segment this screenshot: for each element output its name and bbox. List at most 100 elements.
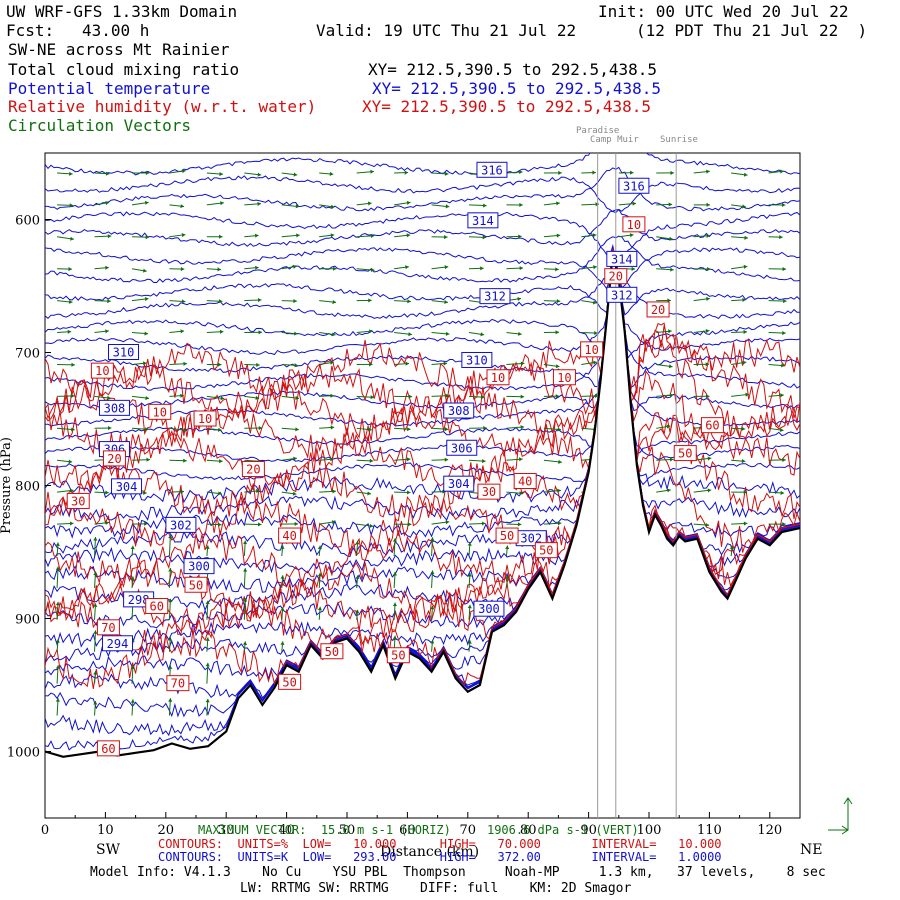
vector-arrowhead (742, 204, 746, 209)
rh-label: 70 (101, 621, 115, 635)
vector-arrowhead (480, 266, 484, 271)
vector-arrowhead (145, 235, 150, 240)
vector-arrowhead (483, 426, 487, 431)
vector-arrowhead (520, 394, 525, 399)
vector-arrowhead (368, 298, 372, 303)
theta-label-box (476, 161, 508, 178)
vector-arrowhead (370, 233, 375, 238)
vector-arrowhead (69, 171, 73, 176)
theta-contour-line (45, 211, 800, 261)
vector-arrowhead (557, 488, 561, 493)
vector-arrowhead (105, 171, 110, 176)
vector-arrowhead (105, 329, 109, 334)
theta-contour-info: CONTOURS: UNITS=K LOW= 293.00 HIGH= 372.… (158, 850, 722, 864)
vector-arrowhead (430, 570, 435, 574)
theta-label: 300 (188, 560, 210, 574)
vector-arrowhead (55, 698, 60, 702)
x-axis-label: Distance (km) (380, 844, 480, 860)
vector-arrowhead (105, 201, 110, 206)
valid-time: Valid: 19 UTC Thu 21 Jul 22 (316, 21, 577, 40)
vector-arrowhead (146, 457, 150, 462)
vector-arrowhead (331, 520, 336, 525)
rh-label: 30 (71, 494, 85, 508)
rh-label: 10 (95, 364, 109, 378)
theta-label-box (473, 600, 505, 617)
theta-label-box (618, 177, 650, 194)
theta-label-box (446, 439, 478, 456)
x-tick-label: 60 (399, 823, 416, 838)
vector-arrowhead (69, 521, 74, 526)
x-tick-label: 0 (41, 823, 49, 838)
vector-arrowhead (219, 329, 224, 334)
vector-arrowhead (183, 458, 187, 463)
theta-label-box (606, 286, 638, 303)
theta-contour-line (45, 270, 800, 737)
vector-arrowhead (145, 427, 149, 432)
vector-arrowhead (69, 488, 74, 493)
vector-arrowhead (555, 330, 560, 335)
vector-arrowhead (294, 363, 299, 368)
rh-label-box (184, 576, 208, 593)
vector-arrowhead (520, 361, 525, 366)
y-tick-label: 700 (15, 347, 40, 362)
rh-label-box (604, 268, 628, 285)
vector-arrowhead (518, 331, 522, 336)
vector-arrowhead (243, 598, 248, 602)
vector-arrowhead (219, 234, 223, 239)
vector-arrowhead (217, 267, 221, 272)
vector-arrowhead (445, 520, 450, 525)
vector-arrowhead (520, 425, 525, 430)
y-tick-label: 900 (15, 613, 40, 628)
vector-arrowhead (130, 576, 135, 580)
vector-arrowhead (296, 233, 300, 238)
rh-contour-info: CONTOURS: UNITS=% LOW= 10.000 HIGH= 70.0… (158, 837, 722, 851)
vector-arrowhead (443, 361, 448, 366)
vector-arrowhead (406, 200, 411, 205)
vector-arrow (168, 534, 171, 557)
rh-label-box (320, 643, 344, 660)
vector-arrowhead (295, 427, 299, 432)
vector-arrowhead (743, 521, 748, 526)
field-vectors-label: Circulation Vectors (8, 116, 192, 135)
vector-arrowhead (480, 395, 485, 400)
theta-label-box (479, 288, 511, 305)
vector-arrowhead (430, 537, 435, 541)
vector-arrowhead (93, 603, 98, 607)
vector-arrowhead (205, 698, 210, 703)
vector-arrowhead (355, 540, 360, 545)
vector-arrowhead (144, 521, 148, 526)
rh-label: 50 (391, 649, 405, 663)
vector-arrowhead (294, 521, 299, 527)
local-time: (12 PDT Thu 21 Jul 22 ) (636, 21, 868, 40)
vector-arrowhead (105, 490, 109, 495)
init-time: Init: 00 UTC Wed 20 Jul 22 (598, 2, 849, 21)
vector-arrowhead (205, 545, 210, 549)
vector-arrowhead (668, 329, 672, 334)
vector-arrowhead (255, 395, 260, 400)
vector-arrowhead (355, 609, 360, 614)
vector-arrowhead (556, 299, 561, 304)
theta-label-box (606, 250, 638, 267)
vector-arrowhead (93, 571, 98, 576)
vector-arrowhead (183, 361, 187, 366)
theta-label-box (111, 478, 143, 495)
rh-label: 70 (171, 677, 185, 691)
vector-arrowhead (593, 300, 597, 305)
theta-label: 314 (611, 252, 633, 266)
vector-arrowhead (780, 490, 785, 495)
vector-arrowhead (368, 427, 372, 432)
rh-contour-line (45, 248, 800, 589)
theta-label: 316 (623, 179, 645, 193)
vector-arrowhead (168, 534, 173, 539)
rh-label-box (513, 473, 537, 490)
vector-arrowhead (330, 360, 334, 365)
vector-arrowhead (782, 457, 786, 463)
vector-arrowhead (105, 520, 110, 525)
vector-arrowhead (467, 573, 472, 577)
vector-arrowhead (70, 236, 74, 241)
rh-label: 10 (627, 218, 641, 232)
vector-arrowhead (181, 232, 186, 238)
rh-label-box (66, 492, 90, 509)
vector-arrowhead (93, 630, 98, 634)
theta-label-box (165, 516, 197, 533)
